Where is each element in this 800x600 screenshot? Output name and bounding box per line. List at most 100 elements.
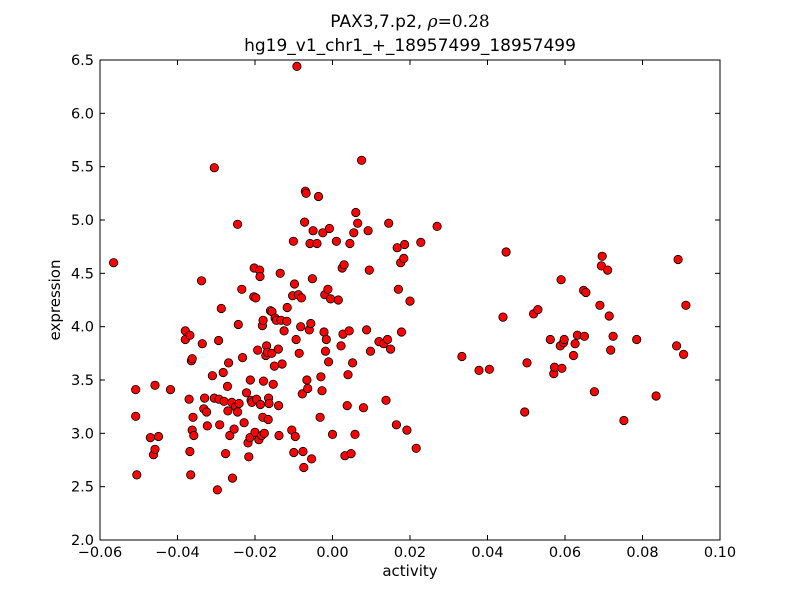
x-tick-label: 0.08 xyxy=(626,545,658,561)
data-point xyxy=(361,325,372,335)
data-point xyxy=(259,428,269,438)
data-point xyxy=(405,296,415,306)
data-point xyxy=(273,400,284,411)
data-point xyxy=(432,221,442,231)
data-point xyxy=(602,265,613,275)
data-point xyxy=(255,271,265,282)
data-point xyxy=(196,276,207,286)
data-point xyxy=(484,364,494,374)
data-point xyxy=(145,432,155,443)
data-point xyxy=(239,418,249,428)
x-tick-label: 0.02 xyxy=(394,545,426,561)
data-point xyxy=(399,253,409,263)
y-tick-label: 5.0 xyxy=(71,213,94,229)
data-point xyxy=(301,188,311,198)
data-point xyxy=(365,346,376,356)
data-point xyxy=(150,380,160,390)
data-point xyxy=(324,223,334,234)
data-point xyxy=(317,386,327,396)
data-point xyxy=(323,284,333,294)
y-tick-label: 3.5 xyxy=(71,373,94,389)
data-point xyxy=(221,448,231,459)
data-point xyxy=(238,352,248,363)
data-point xyxy=(498,312,508,322)
chart-subtitle: hg19_v1_chr1_+_18957499_18957499 xyxy=(244,36,576,56)
data-point xyxy=(349,228,359,238)
data-point xyxy=(474,365,484,375)
data-point xyxy=(596,261,607,271)
data-point xyxy=(342,400,352,411)
data-point xyxy=(520,407,530,417)
data-point xyxy=(296,322,306,332)
data-point xyxy=(263,414,273,425)
data-point xyxy=(619,415,629,426)
data-point xyxy=(216,303,226,314)
data-point xyxy=(297,389,307,399)
data-point xyxy=(325,294,336,304)
data-point xyxy=(391,420,401,430)
data-point xyxy=(224,358,234,368)
y-tick-label: 6.5 xyxy=(71,53,94,69)
data-point xyxy=(188,412,198,422)
x-tick-label: −0.06 xyxy=(78,545,122,561)
data-point xyxy=(244,452,254,462)
data-point xyxy=(215,420,225,430)
y-tick-label: 3.0 xyxy=(71,426,94,442)
data-point xyxy=(399,239,410,250)
data-point xyxy=(241,388,252,398)
data-point xyxy=(296,293,307,303)
data-point xyxy=(253,345,263,355)
data-point xyxy=(319,327,329,337)
data-point xyxy=(165,384,176,395)
x-tick-label: 0.06 xyxy=(549,545,581,561)
data-point xyxy=(385,344,396,354)
data-point xyxy=(557,363,567,373)
data-point xyxy=(186,470,196,480)
data-point xyxy=(396,327,407,337)
data-point xyxy=(336,341,346,351)
data-point xyxy=(678,349,689,359)
data-point xyxy=(223,406,233,416)
data-point xyxy=(150,444,160,454)
data-point xyxy=(274,430,284,441)
data-point xyxy=(651,391,661,401)
y-tick-label: 4.5 xyxy=(71,266,94,282)
data-point xyxy=(189,430,199,441)
data-point xyxy=(673,254,683,265)
data-point xyxy=(255,399,265,410)
data-point xyxy=(227,473,238,483)
data-point xyxy=(315,412,325,422)
data-point xyxy=(411,443,421,453)
data-point xyxy=(303,383,313,394)
data-point xyxy=(333,295,343,305)
data-point xyxy=(267,348,277,358)
data-point xyxy=(318,228,328,238)
chart-title: PAX3,7.p2, ρ=0.28 xyxy=(100,12,720,32)
data-point xyxy=(153,431,164,442)
data-point xyxy=(344,326,354,336)
data-point xyxy=(131,411,141,421)
data-point xyxy=(350,429,360,439)
data-point xyxy=(131,384,141,395)
data-point xyxy=(251,293,261,303)
data-point xyxy=(306,318,316,329)
data-point xyxy=(132,470,142,480)
data-point xyxy=(393,284,403,294)
data-point xyxy=(568,350,579,361)
data-point xyxy=(279,326,289,336)
data-point xyxy=(269,361,279,371)
data-point xyxy=(234,398,244,409)
data-point xyxy=(185,330,195,340)
data-point xyxy=(381,395,391,405)
data-points-group xyxy=(109,61,691,495)
data-point xyxy=(289,447,299,458)
y-tick-label: 4.0 xyxy=(71,320,94,336)
data-point xyxy=(202,407,212,417)
data-point xyxy=(313,191,324,202)
data-point xyxy=(597,251,607,261)
data-point xyxy=(533,304,543,315)
data-point xyxy=(292,61,302,72)
chart-title-prefix: PAX3,7.p2, xyxy=(330,12,428,32)
data-point xyxy=(347,358,358,368)
